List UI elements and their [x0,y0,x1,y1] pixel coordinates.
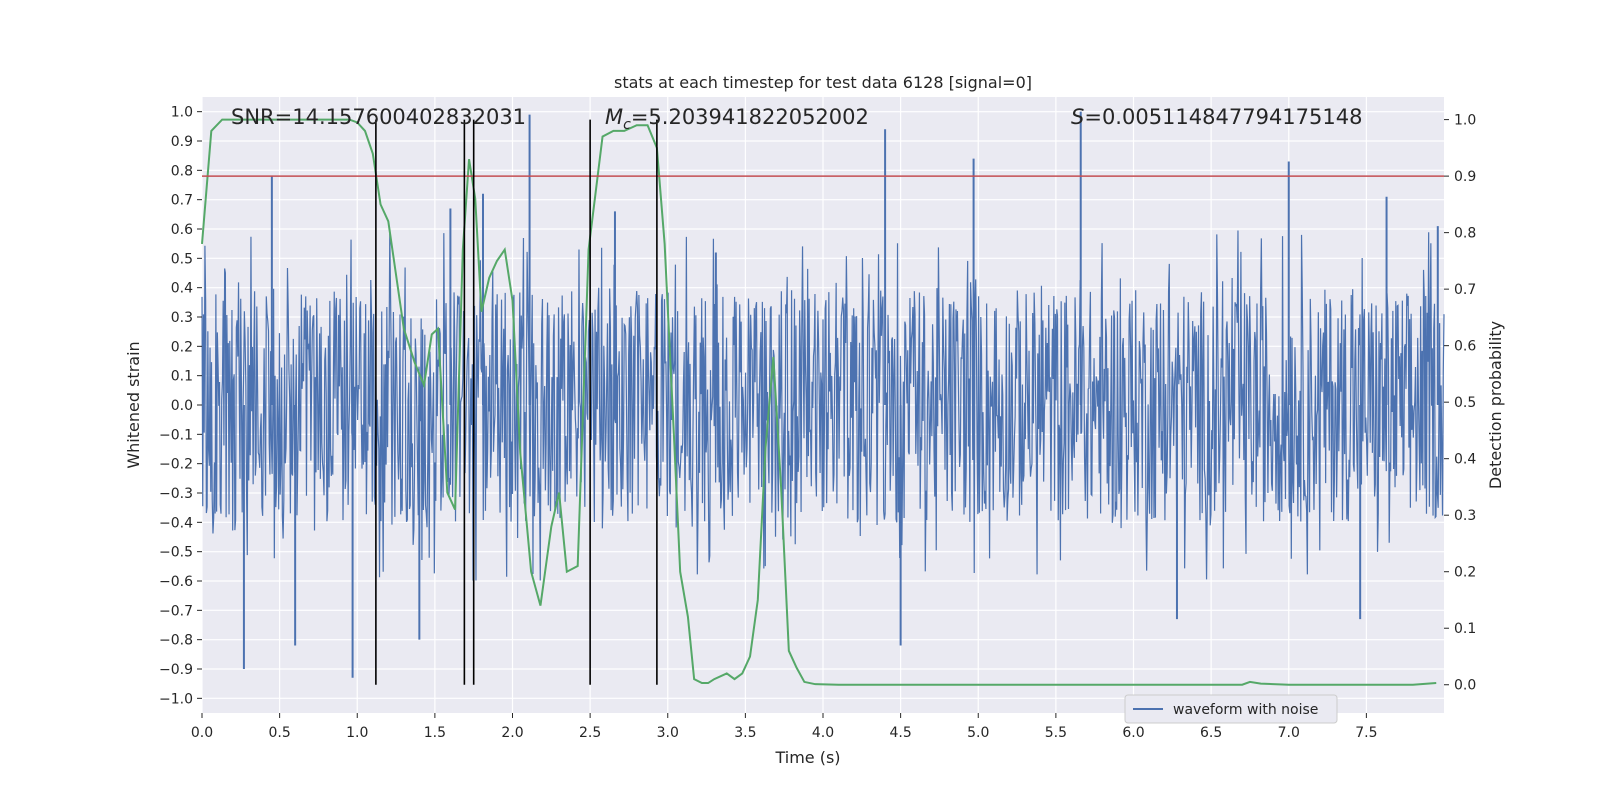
y-right-tick-label: 1.0 [1454,113,1476,129]
x-tick-label: 3.5 [734,725,756,741]
x-tick-label: 7.5 [1355,725,1377,741]
y-left-tick-label: −0.1 [159,427,193,443]
legend-box [1124,694,1338,724]
snr-annotation: SNR=14.157600402832031 [231,105,526,129]
y-left-tick-label: 0.8 [171,163,193,179]
y-left-tick-label: 1.0 [171,105,193,121]
x-tick-label: 6.0 [1122,725,1144,741]
probability-layer [201,118,1437,686]
x-tick-label: 0.0 [191,725,213,741]
y-left-tick-label: 0.2 [171,339,193,355]
s-value: =0.005114847794175148 [1084,105,1362,129]
x-tick-label: 4.0 [812,725,834,741]
y-axis-right-label: Detection probability [1486,321,1505,489]
x-tick-label: 0.5 [268,725,290,741]
x-tick-label: 1.5 [424,725,446,741]
y-left-tick-label: −0.4 [159,515,193,531]
y-left-tick-label: −1.0 [159,691,193,707]
y-right-tick-label: 0.1 [1454,621,1476,637]
x-tick-label: 5.0 [967,725,989,741]
y-left-tick-label: −0.5 [159,545,193,561]
x-tick-label: 6.5 [1200,725,1222,741]
x-tick-label: 3.0 [657,725,679,741]
y-left-tick-label: 0.3 [171,310,193,326]
y-left-tick-label: −0.9 [159,662,193,678]
y-right-tick-label: 0.9 [1454,169,1476,185]
x-tick-label: 5.5 [1045,725,1067,741]
x-axis-label: Time (s) [774,748,840,767]
waveform-line [201,230,1445,581]
y-left-tick-label: −0.2 [159,457,193,473]
y-left-tick-label: −0.7 [159,603,193,619]
y-left-tick-label: 0.7 [171,193,193,209]
y-right-tick-label: 0.5 [1454,395,1476,411]
y-left-tick-label: 0.9 [171,134,193,150]
chirp-mass-symbol: M [605,105,623,129]
chart-title: stats at each timestep for test data 612… [614,73,1032,92]
y-left-tick-label: −0.3 [159,486,193,502]
y-left-tick-label: 0.1 [171,369,193,385]
x-tick-label: 4.5 [889,725,911,741]
legend: waveform with noise [1124,694,1338,724]
x-tick-label: 2.5 [579,725,601,741]
axes: 0.0 0.5 1.0 1.5 2.0 2.5 3.0 3.5 4.0 4.5 5.0 5.5 6.0 6… [159,105,1476,741]
y-right-tick-label: 0.7 [1454,282,1476,298]
waveform-series [201,111,1445,678]
probability-line [201,118,1437,686]
y-left-tick-label: −0.8 [159,633,193,649]
s-symbol: S [1071,105,1084,129]
chirp-mass-subscript: c [623,117,631,133]
y-right-tick-label: 0.4 [1454,452,1476,468]
y-right-tick-label: 0.3 [1454,508,1476,524]
s-annotation: S=0.005114847794175148 [1071,105,1362,129]
chirp-mass-value: =5.203941822052002 [631,105,869,129]
legend-label-waveform: waveform with noise [1173,702,1318,718]
y-right-tick-label: 0.6 [1454,339,1476,355]
x-tick-label: 7.0 [1278,725,1300,741]
y-left-tick-label: 0.6 [171,222,193,238]
y-left-tick-label: 0.4 [171,281,193,297]
y-right-tick-label: 0.2 [1454,565,1476,581]
y-axis-left-label: Whitened strain [124,341,143,468]
y-left-tick-label: 0.5 [171,251,193,267]
x-tick-label: 2.0 [501,725,523,741]
x-tick-label: 1.0 [346,725,368,741]
y-right-tick-label: 0.8 [1454,226,1476,242]
vertical-markers [375,119,658,685]
y-left-tick-label: −0.6 [159,574,193,590]
y-right-tick-label: 0.0 [1454,678,1476,694]
chirp-mass-annotation: Mc=5.203941822052002 [605,105,869,133]
y-left-tick-label: 0.0 [171,398,193,414]
